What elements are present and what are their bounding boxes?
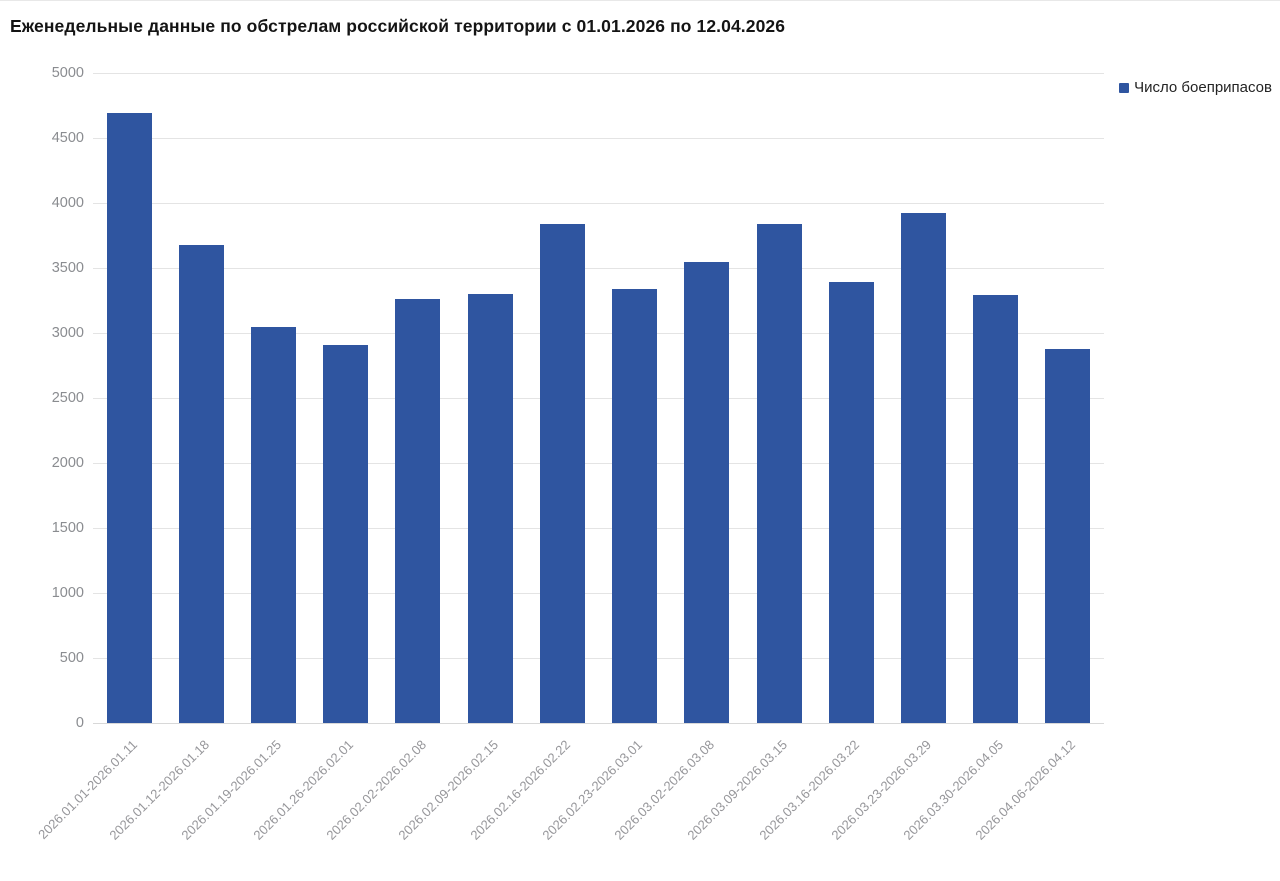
bar-12[interactable] — [900, 213, 946, 723]
top-divider — [0, 0, 1280, 1]
y-axis-tick-label: 500 — [59, 650, 84, 666]
x-axis-line — [93, 722, 1104, 724]
y-axis-tick-label: 4000 — [51, 195, 84, 211]
bar-9[interactable] — [684, 261, 730, 723]
y-axis-tick-label: 4500 — [51, 130, 84, 146]
y-axis-tick-label: 3500 — [51, 260, 84, 276]
bar-14[interactable] — [1045, 348, 1091, 723]
gridline — [93, 332, 1104, 334]
y-axis-tick-label: 2000 — [51, 455, 84, 471]
bar-13[interactable] — [973, 295, 1019, 723]
gridline — [93, 592, 1104, 594]
bar-1[interactable] — [106, 113, 152, 723]
bar-8[interactable] — [612, 288, 658, 723]
gridline — [93, 397, 1104, 399]
gridline — [93, 137, 1104, 139]
gridline — [93, 657, 1104, 659]
gridline — [93, 202, 1104, 204]
gridline — [93, 72, 1104, 74]
bar-2[interactable] — [178, 244, 224, 723]
y-axis-tick-label: 2500 — [51, 390, 84, 406]
y-axis-tick-label: 1500 — [51, 520, 84, 536]
y-axis-tick-label: 5000 — [51, 65, 84, 81]
legend-item-munitions[interactable]: Число боеприпасов — [1119, 79, 1272, 97]
y-axis-tick-label: 0 — [75, 715, 84, 731]
bar-4[interactable] — [323, 344, 369, 723]
bar-5[interactable] — [395, 299, 441, 723]
gridline — [93, 267, 1104, 269]
y-axis-tick-label: 1000 — [51, 585, 84, 601]
y-axis-tick-label: 3000 — [51, 325, 84, 341]
bar-7[interactable] — [539, 223, 585, 723]
legend-marker-icon — [1119, 83, 1130, 93]
bar-11[interactable] — [828, 282, 874, 723]
bar-6[interactable] — [467, 294, 513, 723]
gridline — [93, 462, 1104, 464]
gridline — [93, 527, 1104, 529]
bar-3[interactable] — [251, 326, 297, 723]
bar-10[interactable] — [756, 223, 802, 723]
legend-label: Число боеприпасов — [1134, 79, 1272, 96]
chart-title: Еженедельные данные по обстрелам российс… — [10, 16, 786, 36]
